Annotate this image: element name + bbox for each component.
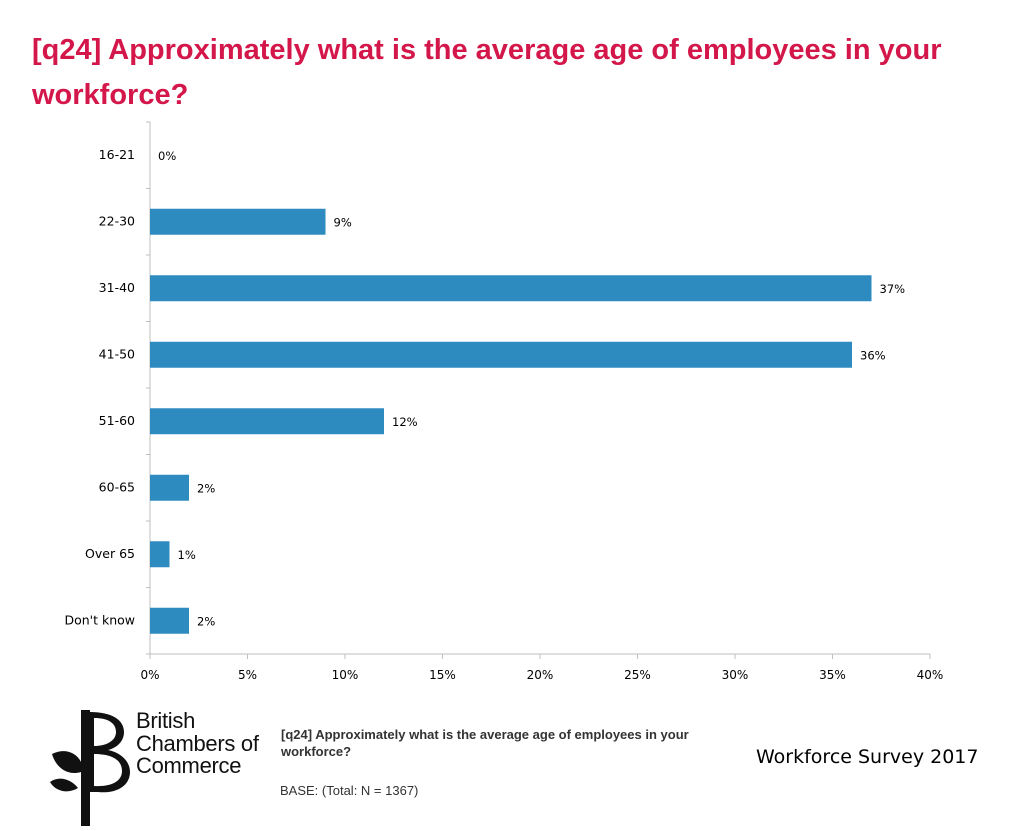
footer-question: [q24] Approximately what is the average …: [281, 727, 689, 759]
survey-label: Workforce Survey 2017: [756, 746, 979, 768]
x-tick-label: 25%: [624, 668, 651, 682]
x-tick-label: 30%: [722, 668, 749, 682]
bar: [150, 607, 189, 634]
x-tick-label: 40%: [917, 668, 944, 682]
x-tick-label: 10%: [332, 668, 359, 682]
bar: [150, 275, 872, 302]
bar: [150, 341, 852, 368]
category-label: Over 65: [85, 546, 135, 561]
bar: [150, 208, 326, 235]
x-tick-label: 15%: [429, 668, 456, 682]
logo-line-2: Chambers of: [136, 730, 259, 756]
data-label: 9%: [334, 215, 352, 229]
x-tick-label: 5%: [238, 668, 257, 682]
logo-text: British Chambers of Commerce: [136, 708, 259, 778]
bar: [150, 474, 189, 501]
page-title: [q24] Approximately what is the average …: [32, 34, 942, 111]
category-label: Don't know: [64, 612, 135, 627]
data-label: 2%: [197, 614, 215, 628]
x-tick-label: 20%: [527, 668, 554, 682]
category-label: 22-30: [99, 213, 135, 228]
bar-chart: 0% 5% 10% 15% 20% 25% 30% 35% 40% 16-21 0% 22-30 9% 3…: [64, 121, 944, 682]
data-label: 36%: [860, 348, 886, 362]
logo-line-1: British: [136, 708, 196, 733]
category-label: 60-65: [99, 479, 135, 494]
logo-line-3: Commerce: [136, 753, 242, 778]
x-tick-label: 0%: [140, 668, 159, 682]
category-label: 41-50: [99, 346, 135, 361]
category-label: 16-21: [99, 147, 135, 162]
data-label: 0%: [158, 149, 176, 163]
data-label: 12%: [392, 415, 418, 429]
bar: [150, 408, 384, 435]
bar: [150, 541, 170, 568]
x-tick-label: 35%: [819, 668, 846, 682]
data-label: 37%: [880, 282, 906, 296]
category-label: 31-40: [99, 280, 135, 295]
data-label: 1%: [178, 548, 196, 562]
bcc-logo: British Chambers of Commerce: [50, 708, 280, 826]
data-label: 2%: [197, 481, 215, 495]
category-label: 51-60: [99, 413, 135, 428]
bcc-emblem-icon: [50, 710, 130, 826]
footer-base: BASE: (Total: N = 1367): [280, 783, 419, 798]
